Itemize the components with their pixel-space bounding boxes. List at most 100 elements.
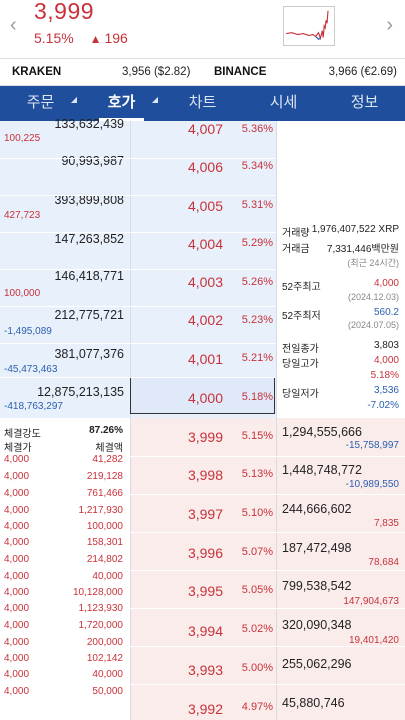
bid-percent: 5.00%	[241, 662, 273, 674]
ask-percent: 5.36%	[241, 123, 273, 135]
prev-close-value: 3,803	[373, 340, 399, 351]
exchange-price-binance: 3,966 (€2.69)	[328, 66, 397, 78]
trade-amount: 40,000	[92, 571, 123, 582]
trade-amount: 40,000	[92, 669, 123, 680]
trade-amount: 10,128,000	[72, 587, 123, 598]
ask-quantity: 381,077,376	[54, 347, 124, 361]
mini-chart[interactable]	[283, 6, 335, 46]
bid-price: 3,996	[187, 545, 223, 561]
trade-amount: 100,000	[86, 521, 123, 532]
ask-quantity-change: 427,723	[4, 210, 41, 221]
ask-quantity: 90,993,987	[61, 154, 124, 168]
ask-percent: 5.21%	[241, 352, 273, 364]
bid-quantity-change: 147,904,673	[343, 596, 399, 607]
trade-amount: 41,282	[92, 454, 123, 465]
row-separator	[130, 494, 405, 495]
divider	[276, 121, 277, 720]
bid-price: 3,994	[187, 623, 223, 639]
bid-quantity: 244,666,602	[282, 502, 352, 516]
tab-chart[interactable]: 차트	[162, 86, 243, 121]
ask-price: 4,005	[187, 198, 223, 214]
change-amount: 196	[104, 30, 128, 46]
day-high-percent: 5.18%	[370, 370, 399, 381]
trade-amount-header: 체결액	[95, 443, 123, 454]
bid-quantity: 320,090,348	[282, 618, 352, 632]
ask-quantity: 212,775,721	[54, 308, 124, 322]
day-high-label: 당일고가	[282, 359, 319, 370]
bid-percent: 5.05%	[241, 584, 273, 596]
bid-quantity: 255,062,296	[282, 657, 352, 671]
day-low-value: 3,536	[373, 385, 399, 396]
price-header: ‹ 3,999 5.15% ▲ 196 ›	[0, 0, 405, 58]
bid-quantity: 45,880,746	[282, 696, 345, 710]
day-high-value: 4,000	[373, 355, 399, 366]
ask-percent: 5.29%	[241, 237, 273, 249]
chevron-right-icon[interactable]: ›	[386, 14, 393, 36]
trade-price: 4,000	[4, 587, 30, 598]
row-separator	[130, 608, 405, 609]
trade-price: 4,000	[4, 620, 30, 631]
trade-price: 4,000	[4, 653, 30, 664]
trade-price: 4,000	[4, 471, 30, 482]
trade-price: 4,000	[4, 669, 30, 680]
period-note: (최근 24시간)	[347, 258, 399, 268]
chevron-left-icon[interactable]: ‹	[10, 14, 17, 36]
strength-label: 체결강도	[4, 429, 41, 440]
ask-percent: 5.34%	[241, 160, 273, 172]
amount-label: 거래금	[282, 244, 310, 255]
row-separator	[130, 646, 405, 647]
ask-percent: 5.23%	[241, 314, 273, 326]
bid-percent: 5.13%	[241, 468, 273, 480]
bid-quantity-area	[276, 418, 405, 720]
bid-quantity: 187,472,498	[282, 541, 352, 555]
exchange-price-kraken: 3,956 ($2.82)	[122, 66, 191, 78]
strength-value: 87.26%	[89, 425, 123, 436]
change-percent: 5.15%	[34, 30, 74, 46]
row-separator	[0, 232, 276, 233]
volume-label: 거래량	[282, 228, 310, 239]
ask-percent: 5.18%	[241, 391, 273, 403]
exchange-prices: KRAKEN 3,956 ($2.82) BINANCE 3,966 (€2.6…	[0, 58, 405, 86]
bid-quantity-change: 19,401,420	[348, 635, 399, 646]
trade-price: 4,000	[4, 505, 30, 516]
bid-percent: 5.15%	[241, 430, 273, 442]
low52-date: (2024.07.05)	[347, 320, 399, 330]
tab-quotes[interactable]: 시세	[243, 86, 324, 121]
trade-amount: 50,000	[92, 686, 123, 697]
row-separator	[0, 343, 276, 344]
ask-quantity: 147,263,852	[54, 232, 124, 246]
bid-quantity: 1,294,555,666	[282, 425, 362, 439]
tab-label: 시세	[269, 94, 298, 111]
trade-price: 4,000	[4, 537, 30, 548]
bid-quantity: 799,538,542	[282, 579, 352, 593]
tab-orderbook[interactable]: 호가 ◢	[81, 86, 162, 121]
prev-close-label: 전일종가	[282, 344, 319, 355]
current-price: 3,999	[34, 0, 95, 24]
exchange-name-kraken: KRAKEN	[12, 66, 62, 78]
tab-order[interactable]: 주문 ◢	[0, 86, 81, 121]
tab-bar: 주문 ◢ 호가 ◢ 차트 시세 정보	[0, 86, 405, 121]
trade-amount: 102,142	[86, 653, 123, 664]
ask-quantity-change: 100,225	[4, 133, 41, 144]
row-separator	[130, 570, 405, 571]
low52-label: 52주최저	[282, 311, 321, 322]
ask-percent: 5.31%	[241, 199, 273, 211]
ask-quantity: 393,899,808	[54, 193, 124, 207]
tab-info[interactable]: 정보	[324, 86, 405, 121]
trade-amount: 761,466	[86, 488, 123, 499]
low52-value: 560.2	[373, 307, 399, 318]
trade-amount: 1,720,000	[78, 620, 124, 631]
price-change: 5.15% ▲ 196	[34, 30, 128, 46]
ask-percent: 5.26%	[241, 276, 273, 288]
ask-price: 4,000	[187, 390, 223, 406]
trade-price: 4,000	[4, 571, 30, 582]
amount-value: 7,331,446백만원	[326, 244, 399, 255]
trade-price: 4,000	[4, 603, 30, 614]
row-separator	[130, 684, 405, 685]
bid-price-area	[130, 418, 276, 720]
trade-amount: 214,802	[86, 554, 123, 565]
bid-price: 3,995	[187, 583, 223, 599]
bid-quantity: 1,448,748,772	[282, 463, 362, 477]
trade-amount: 1,123,930	[78, 603, 124, 614]
trade-amount: 200,000	[86, 637, 123, 648]
